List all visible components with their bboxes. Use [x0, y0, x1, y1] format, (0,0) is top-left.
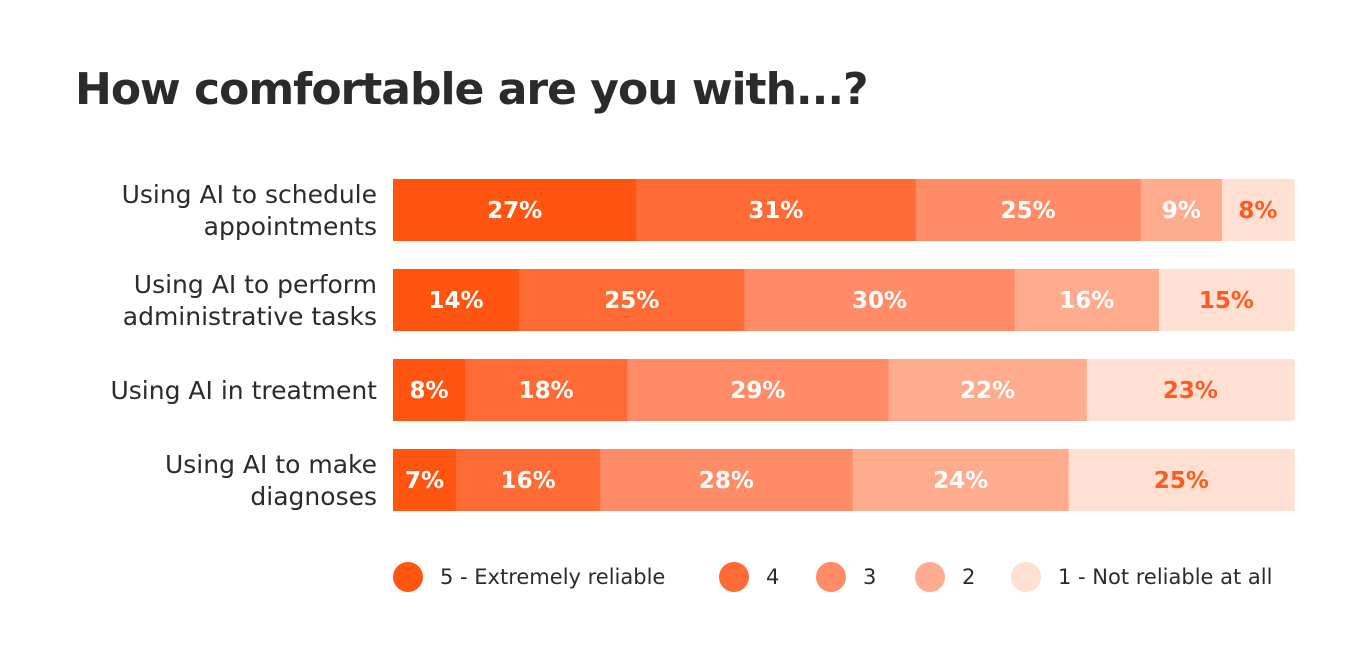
legend-label: 2	[962, 565, 975, 589]
bar-segment	[888, 359, 1088, 421]
category-label: Using AI in treatment	[110, 376, 377, 405]
data-label: 25%	[604, 288, 659, 314]
category-label: diagnoses	[250, 482, 377, 511]
data-label: 25%	[1154, 468, 1209, 494]
chart-title: How comfortable are you with...?	[75, 64, 869, 115]
legend-label: 1 - Not reliable at all	[1058, 565, 1272, 589]
bar-segment	[393, 269, 520, 331]
legend-label: 4	[766, 565, 779, 589]
category-label: administrative tasks	[123, 302, 377, 331]
legend-swatch	[816, 562, 846, 592]
data-label: 8%	[410, 378, 449, 404]
data-label: 31%	[748, 198, 803, 224]
data-label: 16%	[1059, 288, 1114, 314]
bar-segment	[1086, 359, 1295, 421]
data-label: 7%	[405, 468, 444, 494]
bar-segment	[1140, 179, 1223, 241]
bar-segment	[1014, 269, 1160, 331]
bar-segment	[600, 449, 854, 511]
data-label: 15%	[1199, 288, 1254, 314]
bar-segment	[393, 179, 637, 241]
bar-segment	[1068, 449, 1295, 511]
category-label: Using AI to schedule	[122, 180, 377, 209]
legend-swatch	[719, 562, 749, 592]
category-label: Using AI to perform	[134, 270, 377, 299]
bar-segment	[1158, 269, 1295, 331]
bar-segment	[636, 179, 917, 241]
category-label: appointments	[204, 212, 377, 241]
legend-label: 3	[863, 565, 876, 589]
data-label: 14%	[429, 288, 484, 314]
legend-swatch	[393, 562, 423, 592]
data-label: 28%	[699, 468, 754, 494]
bar-segment	[393, 449, 457, 511]
data-label: 24%	[933, 468, 988, 494]
data-label: 23%	[1163, 378, 1218, 404]
bar-segment	[456, 449, 601, 511]
bar-segment	[465, 359, 628, 421]
bar-segment	[519, 269, 745, 331]
data-label: 9%	[1162, 198, 1201, 224]
bar-segment	[852, 449, 1070, 511]
bar-segment	[393, 359, 466, 421]
data-label: 27%	[487, 198, 542, 224]
data-label: 30%	[852, 288, 907, 314]
data-label: 18%	[519, 378, 574, 404]
data-label: 25%	[1001, 198, 1056, 224]
bar-segment	[1221, 179, 1295, 241]
legend-swatch	[1011, 562, 1041, 592]
category-label: Using AI to make	[165, 450, 377, 479]
bar-segment	[915, 179, 1142, 241]
bar-segment	[744, 269, 1016, 331]
data-label: 29%	[730, 378, 785, 404]
legend-label: 5 - Extremely reliable	[440, 565, 665, 589]
legend-swatch	[915, 562, 945, 592]
data-label: 8%	[1238, 198, 1277, 224]
bar-segment	[627, 359, 890, 421]
data-label: 22%	[960, 378, 1015, 404]
data-label: 16%	[501, 468, 556, 494]
